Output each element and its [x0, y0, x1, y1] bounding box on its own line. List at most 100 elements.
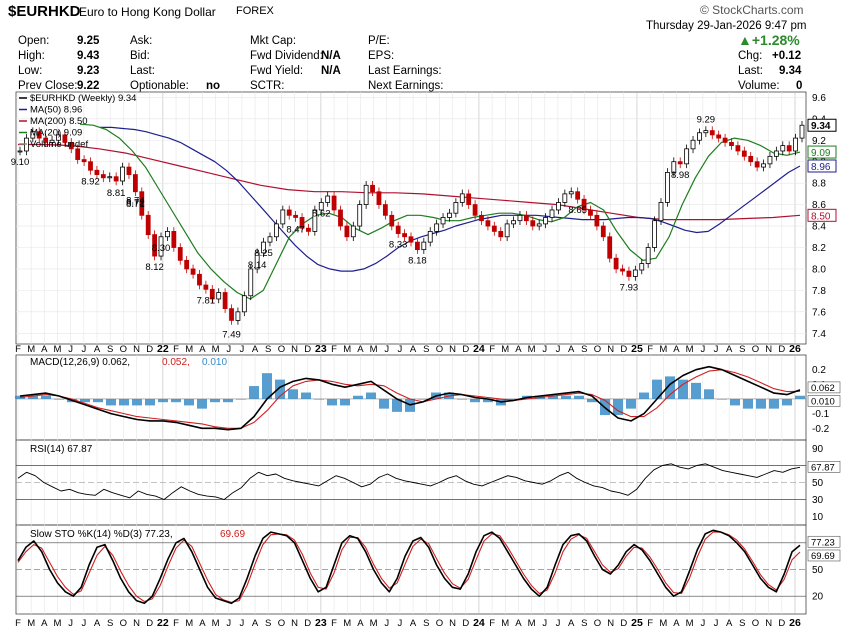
x-axis-label: O — [436, 344, 443, 355]
x-axis-label: J — [226, 344, 231, 355]
price-y-tick: 7.4 — [812, 329, 826, 340]
candle-body — [376, 191, 382, 205]
price-y-tick: 8.0 — [812, 264, 826, 275]
candle-body — [312, 209, 318, 232]
macd-label-signal: 0.052, — [162, 357, 190, 368]
x-axis-label: M — [501, 344, 509, 355]
x-axis-label-bottom: M — [212, 618, 220, 629]
x-axis-label-bottom: A — [515, 618, 522, 629]
x-axis-label: J — [240, 344, 245, 355]
x-axis-label: A — [41, 344, 48, 355]
x-axis-label-bottom: J — [384, 618, 389, 629]
x-axis-label: N — [765, 344, 772, 355]
price-tag-label: 9.34 — [811, 121, 831, 132]
x-axis-label: N — [449, 344, 456, 355]
x-axis-label-bottom: S — [739, 618, 745, 629]
legend-label: MA(50) 8.96 — [30, 105, 82, 116]
candle-body — [543, 217, 549, 225]
candle-body — [190, 268, 196, 275]
candle-body — [491, 225, 497, 232]
candle-body — [440, 217, 446, 225]
rsi-tag-box — [807, 461, 841, 473]
price-y-tick: 7.6 — [812, 307, 826, 318]
mkt-cap-label: Mkt Cap: — [250, 35, 297, 47]
candle-body — [459, 193, 465, 203]
macd-histogram-bar — [548, 395, 558, 399]
change-percent: ▲+1.28% — [738, 32, 800, 48]
last-earnings-label: Last Earnings: — [368, 65, 442, 77]
candle-body — [677, 161, 683, 165]
macd-histogram-bar — [301, 392, 311, 399]
candle-body — [754, 161, 760, 168]
x-axis-label-bottom: M — [370, 618, 378, 629]
eps-label: EPS: — [368, 50, 395, 62]
x-axis-label-bottom: 22 — [157, 617, 169, 629]
date-line: Thursday 29-Jan-2026 9:47 pm — [646, 20, 807, 32]
x-axis-label: A — [94, 344, 101, 355]
x-axis-label: S — [581, 344, 587, 355]
candle-body — [267, 236, 273, 243]
x-axis-label: A — [252, 344, 259, 355]
macd-histogram-bar — [782, 398, 792, 406]
candle-body — [113, 176, 119, 182]
macd-histogram-bar — [223, 398, 233, 403]
stockcharts-logo[interactable]: © StockCharts.com — [700, 3, 804, 17]
price-tag-box — [807, 208, 837, 222]
candle-body — [331, 195, 337, 211]
price-annotation: 8.65 — [568, 205, 587, 216]
x-axis-label-bottom: M — [528, 618, 536, 629]
ma20-line — [79, 123, 801, 300]
candle-body — [626, 270, 632, 277]
pe-label: P/E: — [368, 35, 390, 47]
x-axis-label: M — [686, 344, 694, 355]
candle-body — [671, 161, 677, 173]
x-axis-label-bottom: J — [240, 618, 245, 629]
x-axis-label: D — [462, 344, 469, 355]
fwd-dividend-label: Fwd Dividend: — [250, 50, 323, 62]
x-axis-label: A — [673, 344, 680, 355]
macd-histogram-bar — [327, 398, 337, 406]
candle-body — [17, 150, 23, 153]
macd-histogram-bar — [197, 398, 207, 409]
x-axis-label: 23 — [315, 343, 327, 355]
macd-histogram-bar — [249, 386, 259, 399]
x-axis-label: O — [594, 344, 601, 355]
x-axis-label-bottom: N — [291, 618, 298, 629]
x-axis-label-bottom: 26 — [789, 617, 801, 629]
macd-histogram-bar — [106, 398, 116, 406]
x-axis-label-bottom: M — [27, 618, 35, 629]
price-annotation: 7.93 — [620, 282, 639, 293]
macd-histogram-bar — [691, 382, 701, 399]
candle-body — [165, 231, 170, 238]
candle-body — [203, 284, 209, 290]
price-annotation: 9.10 — [11, 157, 30, 168]
symbol-label: $EURHKD — [8, 3, 81, 20]
candle-body — [197, 273, 202, 286]
macd-histogram-bar — [236, 398, 246, 400]
candle-body — [773, 150, 779, 157]
candle-body — [306, 227, 311, 232]
candle-body — [126, 166, 132, 175]
candle-body — [88, 161, 93, 171]
candle-body — [479, 214, 484, 222]
x-axis-label-bottom: S — [423, 618, 429, 629]
candle-body — [241, 295, 247, 313]
x-axis-label-bottom: 24 — [473, 617, 485, 629]
rsi-tag-label: 67.87 — [811, 462, 835, 473]
x-axis-label-bottom: A — [726, 618, 733, 629]
price-annotation: 7.49 — [222, 330, 241, 341]
candle-body — [177, 247, 183, 261]
x-axis-label-bottom: A — [252, 618, 259, 629]
candle-body — [30, 131, 36, 139]
macd-histogram-bar — [314, 398, 324, 400]
x-axis-label: 26 — [789, 343, 801, 355]
x-axis-label-bottom: F — [15, 618, 21, 629]
macd-histogram-bar — [470, 398, 480, 403]
last-label: Last: — [130, 65, 155, 77]
macd-histogram-bar — [678, 379, 688, 399]
volume-value: 0 — [796, 80, 803, 92]
x-axis-label-bottom: N — [449, 618, 456, 629]
sto-y-tick: 20 — [812, 592, 824, 603]
x-axis-label-bottom: N — [765, 618, 772, 629]
